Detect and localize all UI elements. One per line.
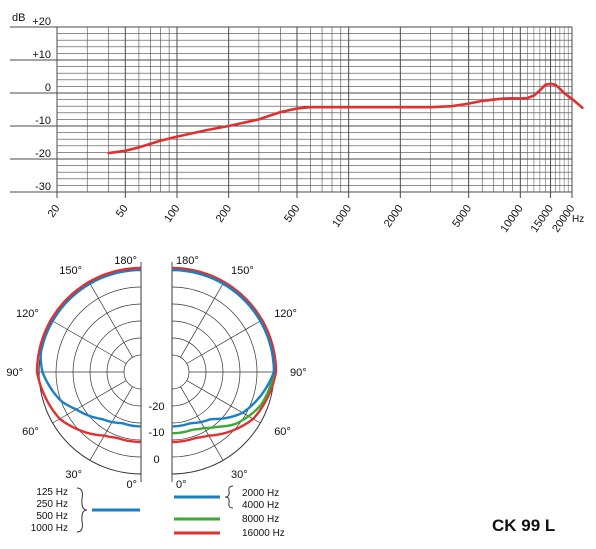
polar-spoke bbox=[52, 320, 127, 364]
model-name: CK 99 L bbox=[492, 516, 555, 535]
angle-label: 60° bbox=[274, 426, 291, 438]
polar-ring bbox=[171, 354, 190, 390]
polar-spoke bbox=[89, 386, 133, 461]
polar-spoke bbox=[52, 380, 127, 424]
angle-label: 120° bbox=[16, 308, 39, 320]
polar-curve bbox=[171, 266, 278, 444]
polar-curve bbox=[35, 266, 142, 444]
x-tick-label: 2000 bbox=[382, 203, 406, 230]
polar-angle-labels: 180° 150° 120° 90° 60° 30° 0° 180° 150° 120° 90° 60… bbox=[6, 255, 306, 491]
angle-label: 180° bbox=[114, 255, 137, 267]
polar-pattern-chart: 180° 150° 120° 90° 60° 30° 0° 180° 150° 120° 90° 60… bbox=[6, 255, 306, 491]
polar-spoke bbox=[186, 320, 261, 364]
legend-label: 4000 Hz bbox=[242, 500, 279, 511]
x-tick-label: 20 bbox=[46, 203, 63, 220]
angle-label: 120° bbox=[274, 308, 297, 320]
legend-brace bbox=[76, 487, 88, 533]
legend-label: 125 Hz bbox=[36, 487, 68, 498]
angle-label: 30° bbox=[65, 469, 82, 481]
polar-spoke bbox=[180, 283, 224, 358]
y-tick-label: -20 bbox=[35, 148, 51, 160]
polar-curve bbox=[171, 268, 276, 435]
polar-curve bbox=[39, 268, 142, 428]
legend-label: 8000 Hz bbox=[242, 514, 279, 525]
legend-label: 2000 Hz bbox=[242, 488, 279, 499]
x-tick-label: 5000 bbox=[450, 203, 474, 230]
angle-label: 60° bbox=[22, 426, 39, 438]
y-tick-labels: +20 +10 0 -10 -20 -30 bbox=[32, 16, 51, 193]
polar-ring bbox=[123, 354, 142, 390]
legend-label: 16000 Hz bbox=[242, 528, 285, 539]
frequency-response-line bbox=[107, 82, 584, 155]
legend-label: 500 Hz bbox=[36, 511, 68, 522]
y-axis-title: dB bbox=[12, 12, 25, 24]
x-tick-label: 50 bbox=[114, 203, 131, 220]
x-axis-unit: Hz bbox=[572, 214, 584, 225]
x-tick-label: 100 bbox=[162, 203, 182, 225]
angle-label: 180° bbox=[176, 255, 199, 267]
polar-spoke bbox=[89, 283, 133, 358]
x-tick-label: 200 bbox=[214, 203, 234, 225]
polar-curve bbox=[171, 268, 276, 428]
angle-label: 150° bbox=[231, 265, 254, 277]
frequency-series bbox=[107, 82, 584, 155]
angle-label: 90° bbox=[290, 367, 307, 379]
frequency-grid bbox=[10, 26, 573, 198]
angle-label: 90° bbox=[6, 367, 23, 379]
y-tick-label: -10 bbox=[35, 115, 51, 127]
angle-label: 0° bbox=[126, 479, 137, 491]
frequency-response-chart: +20 +10 0 -10 -20 -30 dB 20 50 100 200 500 1000 200… bbox=[10, 12, 584, 235]
y-tick-label: 0 bbox=[45, 82, 51, 94]
y-tick-label: +10 bbox=[32, 49, 51, 61]
x-tick-label: 10000 bbox=[498, 203, 525, 235]
x-tick-label: 1000 bbox=[330, 203, 354, 230]
polar-db-labels: -20 -10 0 bbox=[149, 401, 165, 466]
angle-label: 30° bbox=[231, 469, 248, 481]
y-tick-label: -30 bbox=[35, 181, 51, 193]
legend-label: 250 Hz bbox=[36, 499, 68, 510]
legend-label: 1000 Hz bbox=[31, 523, 68, 534]
x-tick-label: 500 bbox=[282, 203, 302, 225]
legend-brace bbox=[224, 485, 234, 509]
polar-series bbox=[35, 266, 278, 444]
angle-label: 0° bbox=[176, 479, 187, 491]
db-label: -20 bbox=[149, 401, 165, 413]
angle-label: 150° bbox=[59, 265, 82, 277]
polar-spoke bbox=[180, 386, 224, 461]
db-label: -10 bbox=[149, 427, 165, 439]
db-label: 0 bbox=[153, 454, 159, 466]
y-tick-label: +20 bbox=[32, 16, 51, 28]
